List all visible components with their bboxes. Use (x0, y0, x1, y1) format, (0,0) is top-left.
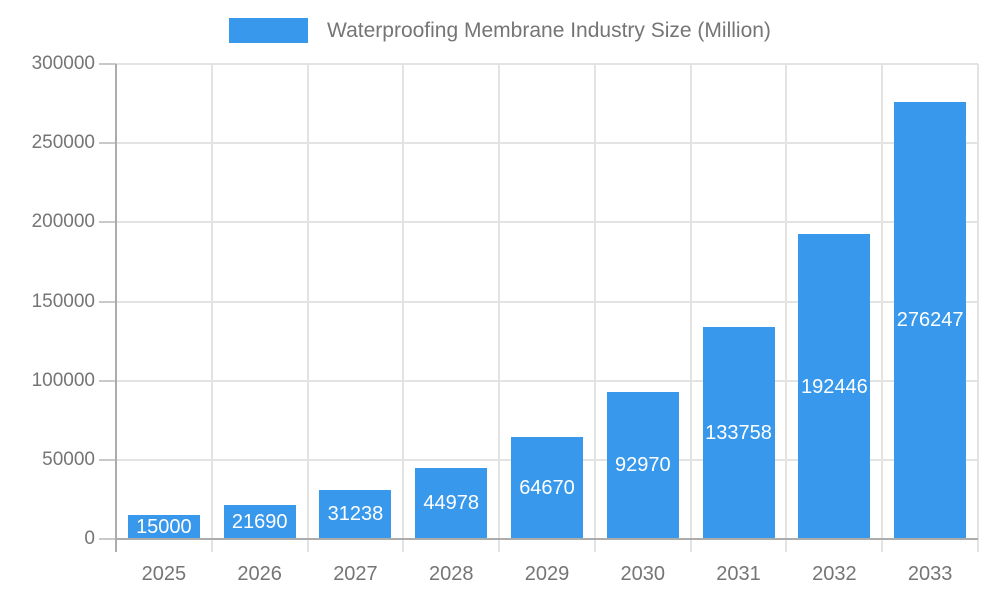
v-gridline (498, 64, 501, 552)
bar-2029 (511, 436, 583, 539)
y-axis-tick (99, 300, 116, 303)
bar-value-label: 64670 (519, 476, 575, 499)
bar-2027 (319, 489, 392, 539)
bar-value-label: 44978 (423, 492, 480, 515)
x-axis-line (116, 538, 978, 540)
h-gridline (116, 221, 978, 224)
y-axis-label: 200000 (31, 211, 95, 233)
bar-value-label: 276247 (896, 309, 964, 332)
bar-value-label: 92970 (614, 454, 671, 477)
v-gridline (785, 64, 788, 552)
bar-2033 (894, 101, 967, 539)
y-axis-tick (99, 379, 116, 382)
legend-swatch[interactable] (229, 17, 309, 43)
h-gridline (116, 142, 978, 145)
chart-legend[interactable]: Waterproofing Membrane Industry Size (Mi… (0, 12, 1000, 48)
x-axis-label: 2029 (524, 563, 570, 585)
bar-value-label: 192446 (800, 375, 868, 398)
v-gridline (306, 64, 309, 552)
y-axis-tick (99, 63, 116, 65)
bar-2031 (702, 327, 775, 539)
h-gridline (116, 300, 978, 303)
v-gridline (977, 64, 979, 552)
bar-value-label: 31238 (327, 503, 384, 526)
x-axis-label: 2025 (141, 563, 187, 585)
bar-value-label: 21690 (231, 510, 288, 533)
x-axis-label: 2027 (333, 563, 378, 585)
y-axis-tick (99, 538, 116, 540)
bar-2030 (606, 391, 679, 539)
bar-2028 (415, 467, 488, 539)
bar-value-label: 15000 (136, 516, 192, 539)
x-axis-label: 2026 (237, 563, 282, 585)
h-gridline (116, 379, 978, 382)
v-gridline (210, 64, 213, 552)
x-axis-label: 2031 (716, 563, 761, 585)
bar-2032 (798, 234, 871, 539)
x-axis-label: 2030 (620, 563, 666, 585)
x-axis-label: 2032 (812, 563, 857, 585)
y-axis-label: 100000 (31, 369, 95, 391)
v-gridline (593, 64, 596, 552)
y-axis-label: 50000 (42, 448, 95, 470)
x-axis-label: 2028 (428, 563, 474, 585)
v-gridline (881, 64, 884, 552)
y-axis-tick (99, 221, 116, 224)
bar-2026 (223, 504, 296, 539)
y-axis-label: 300000 (31, 53, 95, 74)
bar-2025 (127, 515, 200, 539)
bar-value-label: 133758 (705, 422, 772, 445)
h-gridline (116, 63, 978, 65)
y-axis-line (115, 64, 117, 552)
v-gridline (689, 64, 692, 552)
x-axis-label: 2033 (907, 563, 953, 585)
chart-title[interactable]: Waterproofing Membrane Industry Size (Mi… (327, 18, 771, 42)
y-axis-tick (99, 458, 116, 461)
v-gridline (402, 64, 405, 552)
y-axis-label: 0 (84, 528, 95, 549)
y-axis-label: 150000 (31, 290, 95, 312)
y-axis-tick (99, 142, 116, 145)
y-axis-label: 250000 (31, 132, 95, 154)
